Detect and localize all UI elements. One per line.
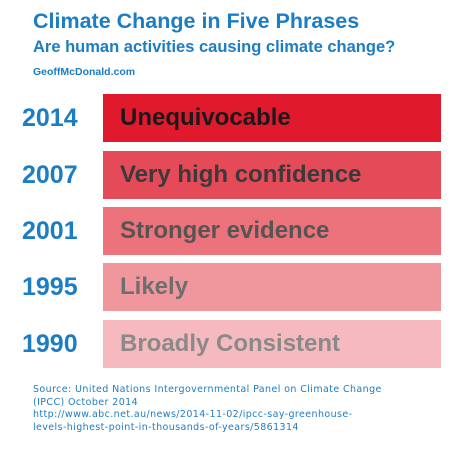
- year: 2001: [22, 217, 78, 245]
- phrase-box: Unequivocable: [103, 94, 441, 142]
- credit: GeoffMcDonald.com: [33, 66, 136, 78]
- phrase-box: Stronger evidence: [103, 207, 441, 255]
- phrase-box: Likely: [103, 263, 441, 311]
- source-line: http://www.abc.net.au/news/2014-11-02/ip…: [33, 409, 353, 420]
- source-line: levels-highest-point-in-thousands-of-yea…: [33, 421, 299, 433]
- phrase: Broadly Consistent: [120, 330, 341, 357]
- phrase: Very high confidence: [120, 161, 362, 188]
- year: 2007: [22, 161, 78, 189]
- source-line: Source: United Nations Intergovernmental…: [33, 384, 382, 395]
- phrase-box: Very high confidence: [103, 151, 441, 199]
- year: 1990: [22, 330, 78, 358]
- phrase: Unequivocable: [120, 104, 291, 131]
- year: 2014: [22, 104, 78, 132]
- phrase-box: Broadly Consistent: [103, 320, 441, 368]
- year: 1995: [22, 273, 78, 301]
- phrase: Stronger evidence: [120, 217, 330, 244]
- source-line: (IPCC) October 2014: [33, 396, 139, 408]
- title: Climate Change in Five Phrases: [33, 9, 360, 33]
- subtitle: Are human activities causing climate cha…: [33, 38, 396, 56]
- phrase: Likely: [120, 273, 189, 300]
